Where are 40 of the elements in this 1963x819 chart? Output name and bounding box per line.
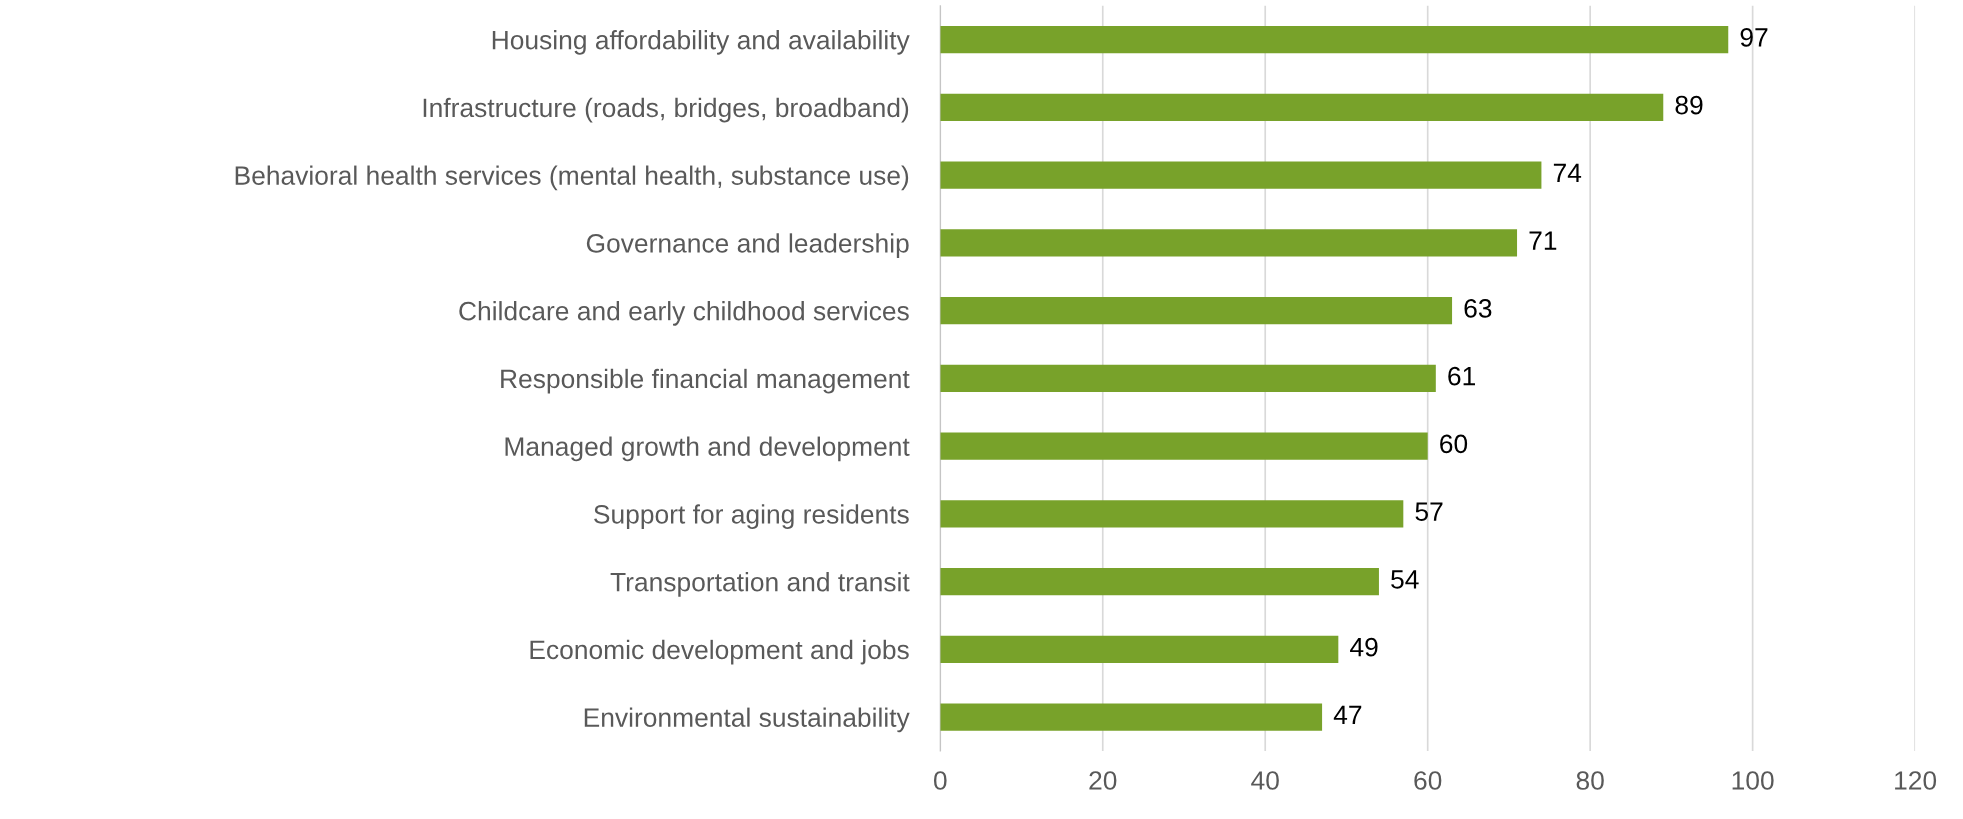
data-label: 63 <box>1464 299 1492 318</box>
x-tick-label: 40 <box>1251 771 1279 790</box>
bar <box>940 635 1339 663</box>
y-tick-label: Housing affordability and availability <box>492 30 910 55</box>
y-tick-label: Behavioral health services (mental health, substance use) <box>235 165 909 191</box>
x-tick-label: 60 <box>1414 771 1442 790</box>
bar <box>940 703 1323 731</box>
bar <box>940 161 1542 189</box>
x-tick-label: 80 <box>1576 771 1604 790</box>
x-tick-label: 120 <box>1895 771 1937 790</box>
y-tick-label: Managed growth and development <box>505 436 910 462</box>
y-tick-label: Governance and leadership <box>586 233 909 258</box>
bar <box>940 26 1729 54</box>
data-label: 57 <box>1415 502 1443 521</box>
y-tick-label: Economic development and jobs <box>530 639 909 665</box>
y-tick-label: Environmental sustainability <box>584 707 910 733</box>
bar <box>940 500 1404 528</box>
data-label: 54 <box>1391 570 1419 589</box>
data-label: 47 <box>1333 705 1362 724</box>
data-label: 97 <box>1740 28 1768 47</box>
x-tick-label: 0 <box>933 771 947 790</box>
data-label: 49 <box>1350 637 1378 657</box>
data-label: 74 <box>1553 163 1582 182</box>
y-tick-label: Transportation and transit <box>610 572 910 597</box>
y-tick-label: Childcare and early childhood services <box>459 301 909 326</box>
data-label: 71 <box>1529 231 1557 250</box>
bar <box>940 297 1453 325</box>
bar <box>940 229 1518 257</box>
data-label: 60 <box>1440 434 1468 454</box>
y-tick-label: Infrastructure (roads, bridges, broadband) <box>423 97 909 123</box>
x-tick-label: 20 <box>1089 771 1117 790</box>
bar <box>940 364 1436 392</box>
bar <box>940 568 1379 596</box>
x-tick-label: 100 <box>1732 771 1774 790</box>
data-label: 89 <box>1675 95 1703 115</box>
data-label: 61 <box>1448 366 1475 386</box>
bar <box>940 93 1664 121</box>
y-tick-label: Support for aging residents <box>594 504 909 529</box>
bar <box>940 432 1428 460</box>
y-tick-label: Responsible financial management <box>501 368 910 394</box>
